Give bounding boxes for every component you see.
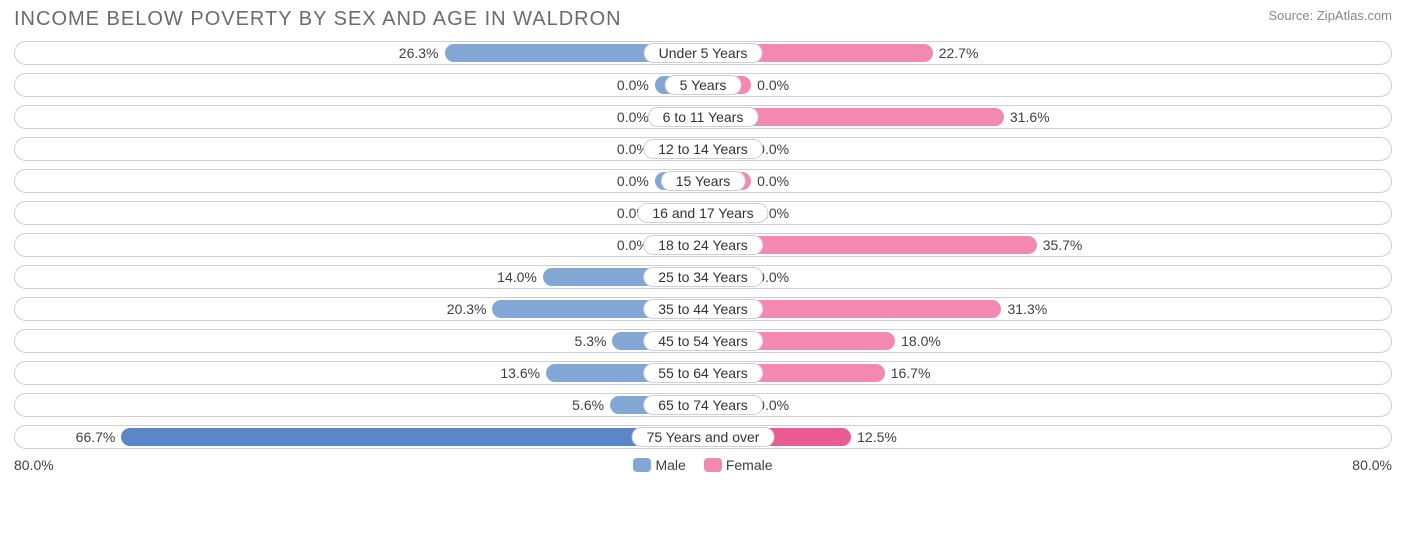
- table-row: 0.0% 0.0% 15 Years: [14, 169, 1392, 193]
- table-row: 66.7% 12.5% 75 Years and over: [14, 425, 1392, 449]
- table-row: 5.3% 18.0% 45 to 54 Years: [14, 329, 1392, 353]
- table-row: 13.6% 16.7% 55 to 64 Years: [14, 361, 1392, 385]
- male-value-label: 13.6%: [500, 362, 540, 384]
- female-value-label: 12.5%: [857, 426, 897, 448]
- female-value-label: 0.0%: [757, 74, 789, 96]
- table-row: 14.0%0.0%25 to 34 Years: [14, 265, 1392, 289]
- category-label: 35 to 44 Years: [643, 299, 763, 319]
- female-value-label: 31.6%: [1010, 106, 1050, 128]
- table-row: 0.0%0.0%12 to 14 Years: [14, 137, 1392, 161]
- category-label: 65 to 74 Years: [643, 395, 763, 415]
- female-swatch-icon: [704, 458, 722, 472]
- category-label: 6 to 11 Years: [648, 107, 759, 127]
- female-value-label: 35.7%: [1043, 234, 1083, 256]
- female-value-label: 18.0%: [901, 330, 941, 352]
- diverging-bar-chart: 26.3%22.7%Under 5 Years0.0%0.0%5 Years0.…: [14, 41, 1392, 449]
- table-row: 0.0%0.0%16 and 17 Years: [14, 201, 1392, 225]
- male-value-label: 14.0%: [497, 266, 537, 288]
- male-value-label: 26.3%: [399, 42, 439, 64]
- category-label: 45 to 54 Years: [643, 331, 763, 351]
- legend: Male Female: [633, 457, 772, 473]
- male-value-label: 5.6%: [572, 394, 604, 416]
- chart-source: Source: ZipAtlas.com: [1268, 8, 1392, 23]
- male-value-label: 5.3%: [575, 330, 607, 352]
- table-row: 26.3% 22.7% Under 5 Years: [14, 41, 1392, 65]
- table-row: 20.3% 31.3% 35 to 44 Years: [14, 297, 1392, 321]
- category-label: Under 5 Years: [644, 43, 763, 63]
- legend-male: Male: [633, 457, 685, 473]
- axis-max-right: 80.0%: [1352, 457, 1392, 473]
- axis-max-left: 80.0%: [14, 457, 54, 473]
- category-label: 55 to 64 Years: [643, 363, 763, 383]
- male-value-label: 0.0%: [617, 106, 649, 128]
- table-row: 0.0% 31.6% 6 to 11 Years: [14, 105, 1392, 129]
- legend-female-label: Female: [726, 457, 773, 473]
- legend-female: Female: [704, 457, 773, 473]
- category-label: 75 Years and over: [632, 427, 775, 447]
- chart-footer: 80.0% Male Female 80.0%: [14, 457, 1392, 473]
- table-row: 0.0% 0.0% 5 Years: [14, 73, 1392, 97]
- chart-title: INCOME BELOW POVERTY BY SEX AND AGE IN W…: [14, 8, 622, 31]
- category-label: 12 to 14 Years: [643, 139, 763, 159]
- category-label: 15 Years: [661, 171, 746, 191]
- female-value-label: 0.0%: [757, 170, 789, 192]
- male-value-label: 0.0%: [617, 74, 649, 96]
- male-value-label: 66.7%: [76, 426, 116, 448]
- legend-male-label: Male: [655, 457, 685, 473]
- category-label: 16 and 17 Years: [637, 203, 768, 223]
- male-bar: [121, 428, 703, 446]
- category-label: 18 to 24 Years: [643, 235, 763, 255]
- table-row: 5.6%0.0%65 to 74 Years: [14, 393, 1392, 417]
- female-value-label: 22.7%: [939, 42, 979, 64]
- female-value-label: 31.3%: [1007, 298, 1047, 320]
- chart-header: INCOME BELOW POVERTY BY SEX AND AGE IN W…: [14, 8, 1392, 31]
- male-value-label: 0.0%: [617, 170, 649, 192]
- category-label: 25 to 34 Years: [643, 267, 763, 287]
- female-value-label: 16.7%: [891, 362, 931, 384]
- category-label: 5 Years: [665, 75, 742, 95]
- table-row: 0.0%35.7%18 to 24 Years: [14, 233, 1392, 257]
- male-swatch-icon: [633, 458, 651, 472]
- male-value-label: 20.3%: [447, 298, 487, 320]
